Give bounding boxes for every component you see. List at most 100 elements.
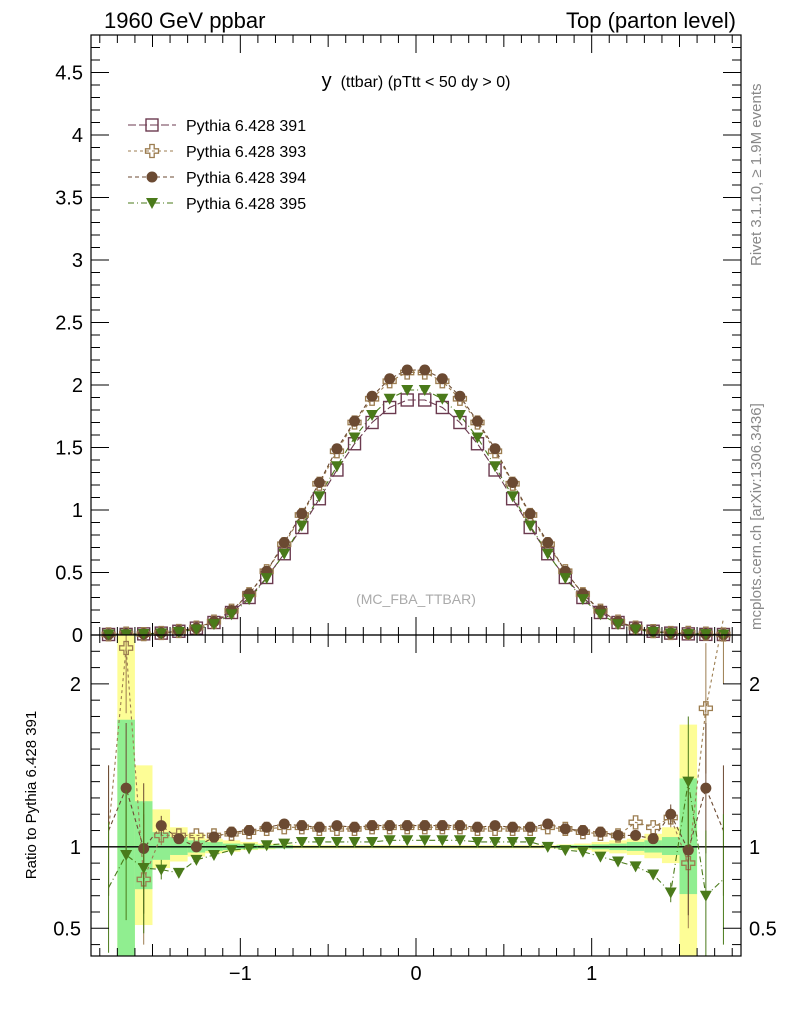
legend-marker <box>146 171 158 183</box>
main-data-point <box>576 594 589 606</box>
ratio-data-point <box>401 835 414 847</box>
ratio-data-point <box>137 863 150 875</box>
ratio-data-point <box>700 782 712 794</box>
ratio-data-point <box>260 840 273 852</box>
main-data-point <box>559 573 572 585</box>
ratio-data-point <box>665 808 677 820</box>
main-data-point <box>454 390 466 402</box>
main-data-point <box>471 432 484 444</box>
plot-title-main: y <box>322 70 332 92</box>
ratio-data-point <box>418 835 431 847</box>
ratio-data-point <box>612 829 624 841</box>
ratio-y-tick-label: 1 <box>70 837 81 859</box>
main-data-point <box>207 619 220 631</box>
main-data-point <box>471 415 483 427</box>
ratio-data-point <box>594 826 606 838</box>
ratio-data-point <box>207 849 220 861</box>
ratio-data-point <box>559 845 572 857</box>
ratio-data-point <box>155 820 167 832</box>
ratio-data-point <box>576 846 589 858</box>
main-data-point <box>243 594 256 606</box>
ratio-data-point <box>541 841 554 853</box>
main-y-tick-label: 3.5 <box>55 188 83 210</box>
ratio-uncertainty-bands <box>91 635 741 956</box>
main-data-point <box>401 364 413 376</box>
ratio-data-point <box>419 820 431 832</box>
ratio-data-point <box>278 818 290 830</box>
ratio-data-point <box>313 836 326 848</box>
ratio-band-green <box>661 837 680 855</box>
x-tick-label: 0 <box>410 963 421 985</box>
main-data-point <box>647 626 660 638</box>
ratio-data-point <box>154 828 169 843</box>
main-y-tick-label: 3 <box>72 250 83 272</box>
main-y-tick-label: 0 <box>72 625 83 647</box>
ratio-data-point <box>348 836 361 848</box>
ratio-data-point <box>366 836 379 848</box>
main-data-point <box>524 508 536 520</box>
ratio-data-point <box>155 864 168 876</box>
legend-entry: Pythia 6.428 395 <box>128 196 306 213</box>
ratio-ticks: 0.5 0.5 1 1 2 2 <box>53 650 777 946</box>
ratio-data-point <box>366 820 378 832</box>
legend-label: Pythia 6.428 393 <box>186 144 306 161</box>
ratio-data-point <box>559 823 571 835</box>
ratio-frame <box>90 634 742 957</box>
main-data-point <box>489 461 502 473</box>
main-data-point <box>542 537 554 548</box>
ratio-band-green <box>152 832 171 860</box>
ratio-data-point <box>243 843 256 855</box>
legend-entry: Pythia 6.428 394 <box>128 170 306 187</box>
ratio-data-point <box>699 890 712 902</box>
ratio-data-point <box>401 820 413 832</box>
ratio-data-point <box>349 821 361 833</box>
x-tick-label: 1 <box>586 963 597 985</box>
ratio-data-point <box>664 887 677 899</box>
ratio-data-point <box>136 872 151 887</box>
main-data-point <box>278 537 290 548</box>
ratio-data-point <box>436 835 449 847</box>
ratio-data-point <box>173 833 185 845</box>
ratio-data-point <box>647 833 659 845</box>
legend-label: Pythia 6.428 394 <box>186 170 306 187</box>
main-data-point <box>612 619 625 631</box>
main-data-point <box>225 609 238 621</box>
legend-entry: Pythia 6.428 393 <box>128 143 306 161</box>
ratio-plot-panel: 0.5 0.5 1 1 2 2 Ratio to Pythia 6.428 391 <box>23 618 777 957</box>
main-y-tick-label: 0.5 <box>55 563 83 585</box>
ratio-data-point <box>383 835 396 847</box>
ratio-data-point <box>261 821 273 833</box>
main-y-tick-label: 4 <box>72 125 83 147</box>
ratio-data-point <box>506 836 519 848</box>
main-data-point <box>384 373 396 385</box>
main-y-tick-label: 2.5 <box>55 313 83 335</box>
legend-marker <box>146 198 158 209</box>
ratio-data-point <box>208 831 220 843</box>
ratio-data-point <box>296 820 308 832</box>
ratio-data-point <box>295 836 308 848</box>
main-data-point <box>348 432 361 444</box>
x-tick-label: −1 <box>229 963 252 985</box>
ratio-series-layer <box>108 618 724 956</box>
ratio-data-point <box>507 821 519 833</box>
ratio-data-point <box>489 820 501 832</box>
header-right: Top (parton level) <box>566 8 736 33</box>
main-data-point <box>629 624 642 636</box>
main-y-tick-label: 4.5 <box>55 63 83 85</box>
legend-label: Pythia 6.428 395 <box>186 196 306 213</box>
ratio-data-point <box>436 820 448 832</box>
main-plot-panel: 0 0.5 1 1.5 2 2.5 3 3.5 4 4.5 y (ttbar) (pTtt < 5… <box>55 34 742 647</box>
ratio-series-line <box>108 781 724 897</box>
main-data-point <box>155 628 168 640</box>
ratio-data-point <box>489 836 502 848</box>
main-ticks: 0 0.5 1 1.5 2 2.5 3 3.5 4 4.5 <box>55 34 741 647</box>
main-data-point <box>366 410 379 421</box>
legend-label: Pythia 6.428 391 <box>186 118 306 135</box>
main-data-point <box>349 415 361 427</box>
ratio-data-point <box>384 820 396 832</box>
main-y-tick-label: 1 <box>72 500 83 522</box>
ratio-data-point <box>647 869 660 881</box>
main-data-point <box>313 491 326 503</box>
main-data-point <box>330 461 343 473</box>
